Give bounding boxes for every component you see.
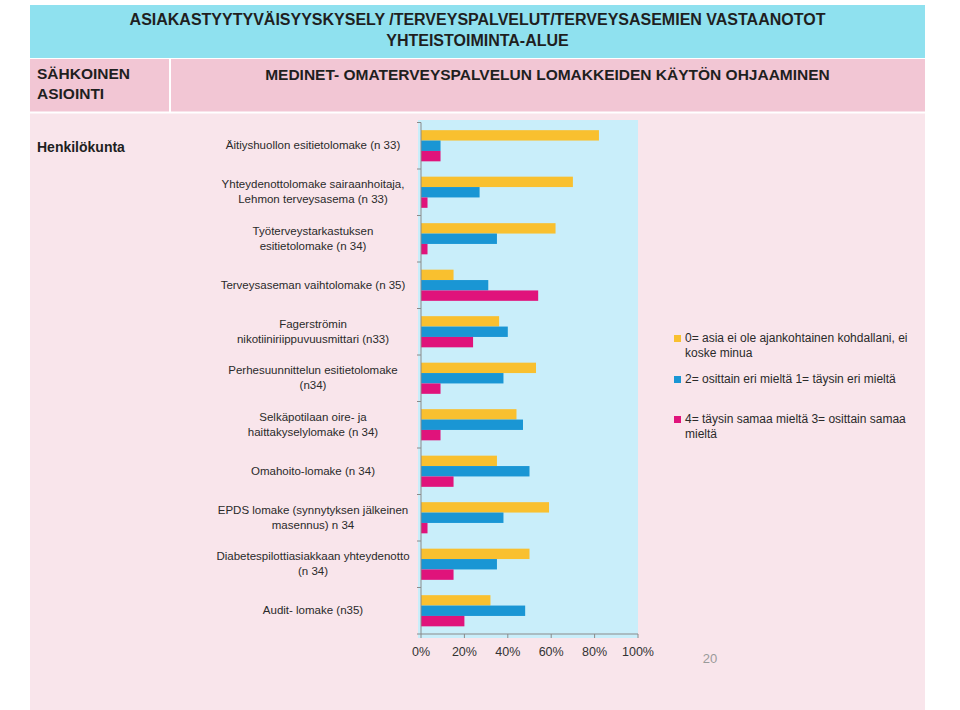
- bar: [421, 290, 538, 300]
- bar: [421, 177, 573, 187]
- bar: [421, 513, 503, 523]
- x-tick-label: 40%: [495, 645, 520, 659]
- bar: [421, 244, 428, 254]
- category-tick: [417, 541, 421, 542]
- category-label: Diabetespilottiasiakkaan yhteydenotto (n…: [193, 549, 433, 579]
- category-tick: [417, 448, 421, 449]
- category-label: EPDS lomake (synnytyksen jälkeinen masen…: [193, 503, 433, 533]
- bar: [421, 270, 454, 280]
- legend-label: 2= osittain eri mieltä 1= täysin eri mie…: [685, 372, 920, 387]
- category-label: Omahoito-lomake (n 34): [193, 464, 433, 479]
- bar: [421, 569, 454, 579]
- legend-swatch: [674, 416, 681, 423]
- legend-swatch: [674, 376, 681, 383]
- slide-title: ASIAKASTYYTYVÄISYYSKYSELY /TERVEYSPALVEL…: [30, 10, 925, 30]
- y-axis-line: [421, 123, 422, 635]
- plot-background: [418, 120, 638, 638]
- band-divider: [169, 59, 171, 112]
- category-label: Fagerströmin nikotiiniriippuvuusmittari …: [193, 317, 433, 347]
- group-label: Henkilökunta: [37, 138, 167, 156]
- page-number: 20: [690, 651, 730, 667]
- bar: [421, 130, 599, 140]
- x-axis-line: [421, 634, 638, 635]
- x-tick-label: 80%: [582, 645, 607, 659]
- category-tick: [417, 215, 421, 216]
- slide-canvas: 0% 20% 40% 60% 80% 100%: [0, 0, 960, 710]
- bar: [421, 223, 556, 233]
- bar: [421, 456, 497, 466]
- bar: [421, 337, 473, 347]
- bar: [421, 383, 441, 393]
- bar: [421, 476, 454, 486]
- legend-swatch: [674, 335, 681, 342]
- category-tick: [417, 634, 421, 635]
- bar: [421, 420, 523, 430]
- category-tick: [417, 262, 421, 263]
- category-tick: [417, 401, 421, 402]
- legend-label: 4= täysin samaa mieltä 3= osittain samaa…: [685, 412, 920, 442]
- bar: [421, 363, 536, 373]
- bar: [421, 430, 441, 440]
- bar: [421, 187, 480, 197]
- slide-subtitle: MEDINET- OMATERVEYSPALVELUN LOMAKKEIDEN …: [170, 65, 925, 85]
- x-tick-label: 60%: [539, 645, 564, 659]
- category-tick: [417, 355, 421, 356]
- x-tick: [594, 634, 595, 638]
- category-tick: [417, 308, 421, 309]
- bar: [421, 316, 499, 326]
- bar: [421, 327, 508, 337]
- bar: [421, 151, 441, 161]
- x-tick: [464, 634, 465, 638]
- subtitle-band: [30, 59, 925, 112]
- bar: [421, 409, 516, 419]
- bar: [421, 616, 464, 626]
- category-label: Perhesuunnittelun esitietolomake (n34): [193, 363, 433, 393]
- category-label: Työterveystarkastuksen esitietolomake (n…: [193, 224, 433, 254]
- bars: [421, 130, 599, 626]
- bar: [421, 549, 530, 559]
- body-band: [30, 113, 925, 710]
- bar: [421, 234, 497, 244]
- category-tick: [417, 169, 421, 170]
- x-tick: [507, 634, 508, 638]
- x-tick-label: 20%: [452, 645, 477, 659]
- x-tick: [638, 634, 639, 638]
- bar: [421, 280, 488, 290]
- x-tick-label: 0%: [412, 645, 430, 659]
- x-tick: [551, 634, 552, 638]
- band-divider: [30, 112, 925, 114]
- slide-title: YHTEISTOIMINTA-ALUE: [30, 31, 925, 51]
- bar: [421, 502, 549, 512]
- bar: [421, 559, 497, 569]
- section-label: SÄHKOINEN ASIOINTI: [37, 64, 167, 104]
- bar: [421, 523, 428, 533]
- bar: [421, 466, 530, 476]
- category-label: Äitiyshuollon esitietolomake (n 33): [193, 138, 433, 153]
- bar: [421, 606, 525, 616]
- x-tick-label: 100%: [622, 645, 654, 659]
- x-tick: [421, 634, 422, 638]
- bar: [421, 595, 490, 605]
- category-label: Selkäpotilaan oire- ja haittakyselylomak…: [193, 410, 433, 440]
- category-label: Terveysaseman vaihtolomake (n 35): [193, 278, 433, 293]
- category-label: Yhteydenottolomake sairaanhoitaja, Lehmo…: [193, 177, 433, 207]
- bar: [421, 373, 503, 383]
- legend-label: 0= asia ei ole ajankohtainen kohdallani,…: [685, 331, 920, 361]
- category-label: Audit- lomake (n35): [193, 603, 433, 618]
- category-tick: [417, 122, 421, 123]
- title-band: [30, 5, 925, 58]
- category-tick: [417, 494, 421, 495]
- category-tick: [417, 587, 421, 588]
- bar: [421, 197, 428, 207]
- bar: [421, 141, 441, 151]
